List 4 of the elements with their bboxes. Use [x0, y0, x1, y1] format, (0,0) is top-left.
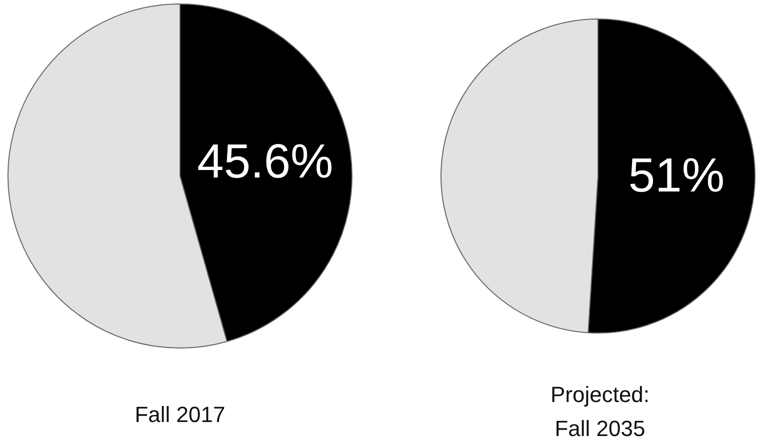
- data-label: 45.6%: [197, 135, 334, 188]
- text: Fall 2017: [134, 401, 226, 429]
- text: Projected: Fall 2035: [549, 381, 651, 443]
- data-label: 51%: [628, 150, 724, 203]
